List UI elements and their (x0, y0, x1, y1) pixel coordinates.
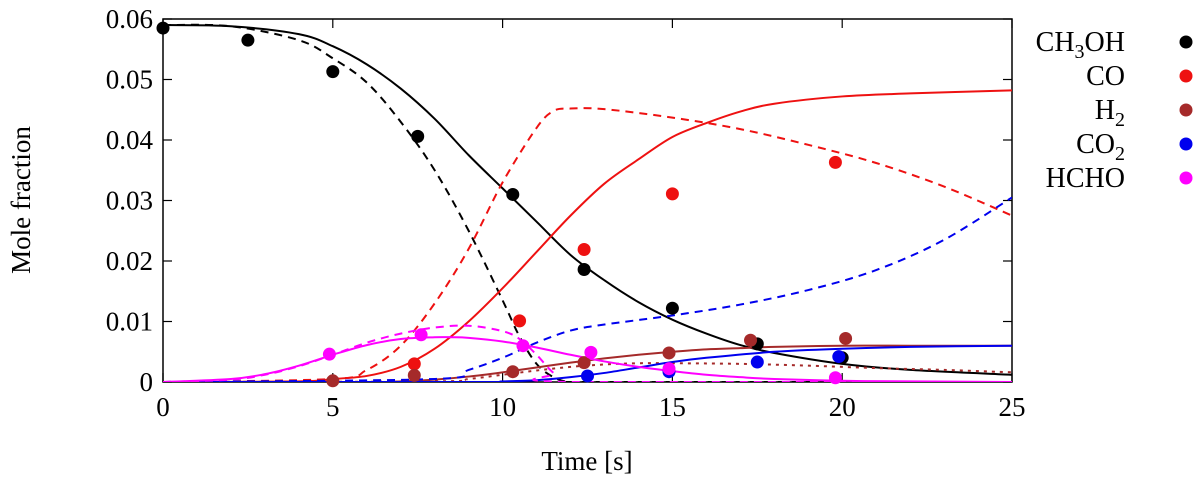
y-tick-label: 0.03 (106, 186, 153, 216)
h2-experiment-point (506, 365, 520, 379)
h2-experiment-point (662, 346, 676, 360)
hcho-experiment-point (322, 347, 336, 361)
legend-label: CO (1086, 61, 1125, 92)
co2-experiment-point (750, 355, 764, 369)
co-experiment-point (577, 243, 591, 257)
legend-marker (1179, 69, 1193, 83)
co-experiment-point (407, 357, 421, 371)
h2-experiment-point (744, 333, 758, 347)
ch3oh-experiment-point (506, 187, 520, 201)
hcho-experiment-point (828, 371, 842, 385)
hcho-experiment-point (414, 328, 428, 342)
data-points (156, 21, 853, 388)
y-tick-label: 0.04 (106, 125, 154, 155)
legend-marker (1179, 137, 1193, 151)
ch3oh-experiment-point (665, 301, 679, 315)
h2-experiment-point (577, 356, 591, 370)
x-tick-label: 20 (829, 392, 856, 422)
co-model-b-line (163, 107, 1012, 382)
y-tick-label: 0 (140, 367, 154, 397)
ch3oh-experiment-point (326, 65, 340, 79)
legend-label: CH3OH (1036, 27, 1125, 63)
h2-experiment-point (407, 368, 421, 382)
hcho-experiment-point (516, 339, 530, 353)
h2-experiment-point (839, 331, 853, 345)
co2-model-b-line (163, 196, 1012, 382)
h2-experiment-point (326, 374, 340, 388)
x-tick-label: 5 (326, 392, 340, 422)
ch3oh-model-a-line (163, 24, 1012, 376)
h2-model-b-line (163, 362, 1012, 382)
legend-label: H2 (1095, 95, 1125, 131)
series (163, 23, 1012, 382)
axes: 0 5 10 15 20 25 0 0.01 0.02 0.03 0.04 0.05 0.06 (106, 4, 1026, 422)
ch3oh-experiment-point (577, 262, 591, 276)
legend-label: CO2 (1076, 129, 1125, 165)
x-axis-label: Time [s] (541, 446, 632, 476)
y-axis-label: Mole fraction (6, 126, 36, 274)
x-tick-label: 25 (999, 392, 1026, 422)
y-tick-label: 0.06 (106, 4, 153, 34)
x-tick-label: 10 (489, 392, 516, 422)
ch3oh-experiment-point (241, 33, 255, 47)
legend-marker (1179, 35, 1193, 49)
co2-experiment-point (581, 369, 594, 383)
legend-marker (1179, 171, 1193, 185)
y-tick-label: 0.05 (106, 65, 153, 95)
hcho-experiment-point (662, 362, 676, 376)
x-tick-label: 15 (659, 392, 686, 422)
legend-label: HCHO (1046, 163, 1125, 194)
co-experiment-point (665, 187, 679, 201)
ch3oh-model-b-line (163, 23, 1012, 382)
co-experiment-point (513, 314, 527, 328)
hcho-experiment-point (584, 345, 598, 359)
y-tick-label: 0.01 (106, 307, 153, 337)
ch3oh-experiment-point (156, 21, 170, 35)
legend-marker (1179, 103, 1193, 117)
co-experiment-point (828, 155, 842, 169)
co-model-a-line (163, 89, 1012, 382)
co2-experiment-point (832, 350, 846, 364)
x-tick-label: 0 (156, 392, 170, 422)
y-tick-label: 0.02 (106, 246, 153, 276)
ch3oh-experiment-point (411, 129, 425, 143)
hcho-model-b-line (163, 324, 1012, 382)
co2-model-a-line (163, 344, 1012, 382)
